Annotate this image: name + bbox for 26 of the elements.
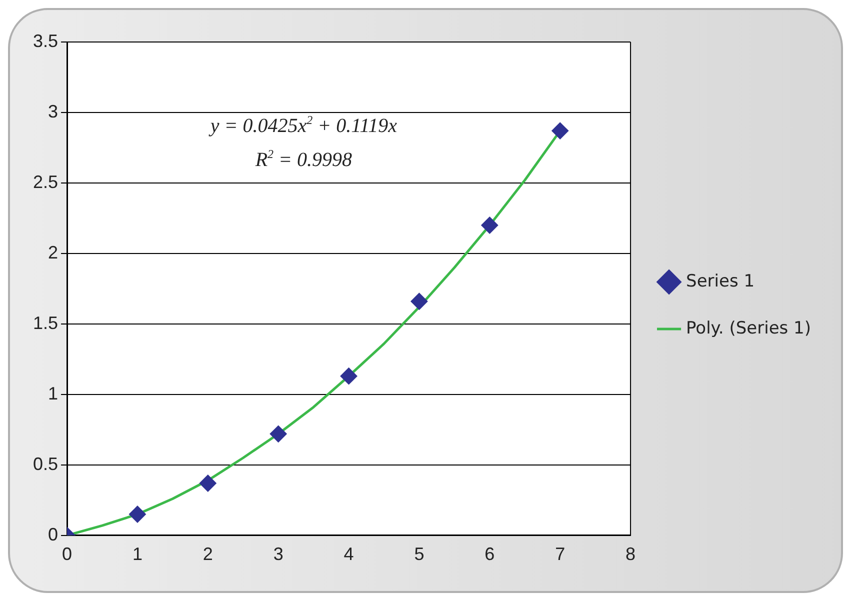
y-tick-label: 3 xyxy=(48,101,58,122)
y-tick-label: 1.5 xyxy=(32,312,58,333)
x-tick-label: 5 xyxy=(414,544,424,564)
x-tick-label: 0 xyxy=(62,544,72,564)
point xyxy=(481,216,498,234)
y-tick-label: 0.5 xyxy=(32,454,58,474)
point xyxy=(128,506,146,523)
legend-label: Poly. (Series 1) xyxy=(686,318,812,338)
y-tick-label: 0 xyxy=(48,524,58,544)
point xyxy=(340,368,358,385)
y-tick-label: 3.5 xyxy=(32,30,58,51)
y-tick-label: 2.5 xyxy=(32,172,58,192)
x-tick-label: 6 xyxy=(484,544,495,564)
x-tick-label: 1 xyxy=(132,544,142,564)
y-tick-label: 1 xyxy=(48,383,58,404)
x-tick-label: 2 xyxy=(202,544,213,564)
y-tick-label: 2 xyxy=(48,242,58,262)
point xyxy=(410,292,428,310)
x-tick-label: 8 xyxy=(626,544,636,564)
x-tick-label: 7 xyxy=(555,544,566,564)
x-tick-label: 3 xyxy=(273,544,284,564)
point xyxy=(270,425,287,442)
legend-label: Series 1 xyxy=(686,271,755,292)
x-tick-label: 4 xyxy=(344,544,354,564)
point xyxy=(552,122,569,140)
point xyxy=(199,474,216,492)
